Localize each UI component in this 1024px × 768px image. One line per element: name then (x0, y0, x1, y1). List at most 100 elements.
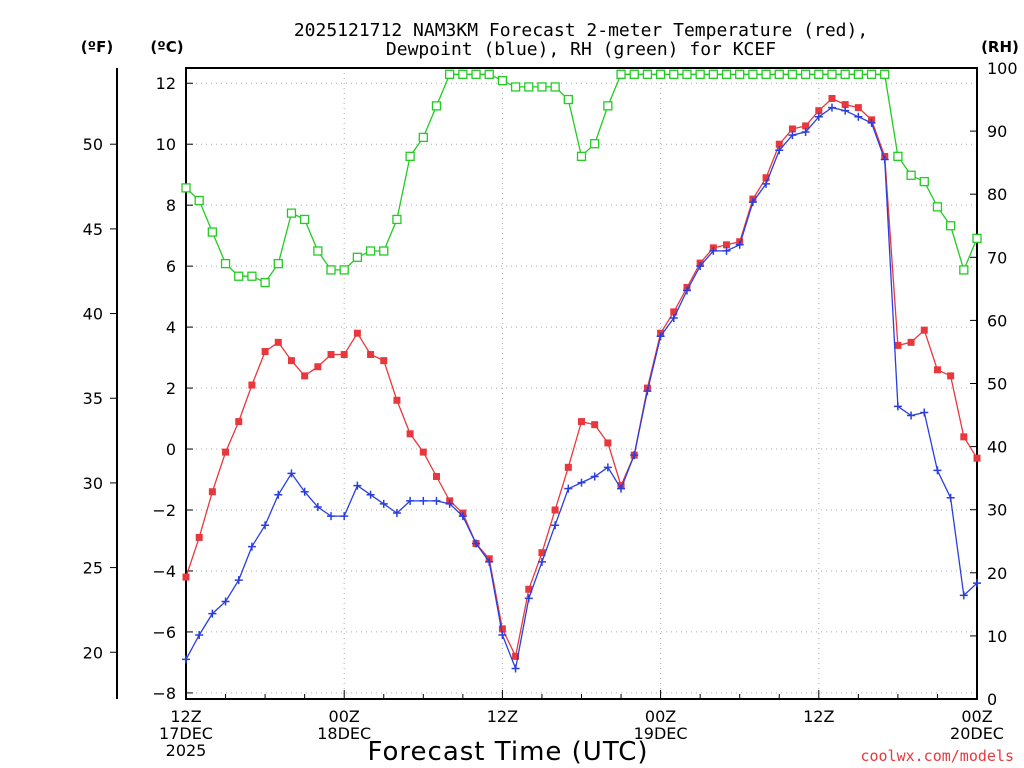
dewpoint-point-42 (735, 240, 744, 249)
dewpoint-point-1 (195, 630, 204, 639)
dewpoint-point-32 (603, 463, 612, 472)
time-tick-label-0-2: 17DEC (159, 724, 213, 743)
rh-point-39 (695, 69, 705, 79)
celsius-tick-label--4: −4 (152, 562, 176, 581)
rh-point-23 (484, 69, 494, 79)
temperature-point-47 (802, 122, 810, 130)
fahrenheit-tick-label-30: 30 (83, 474, 103, 493)
dewpoint-point-22 (472, 539, 481, 548)
rh-point-29 (563, 94, 573, 105)
fahrenheit-tick-label-45: 45 (83, 220, 103, 239)
temperature-point-54 (894, 341, 902, 349)
rh-point-3 (220, 258, 231, 269)
celsius-tick-label-4: 4 (166, 318, 176, 337)
rh-point-56 (919, 176, 929, 187)
dewpoint-point-35 (643, 387, 652, 396)
dewpoint-point-17 (406, 496, 415, 505)
rh-tick-label-0: 0 (987, 690, 997, 709)
rh-tick-label-50: 50 (987, 375, 1007, 394)
dewpoint-point-34 (630, 451, 639, 460)
rh-point-2 (207, 227, 218, 237)
time-tick-label-60-2: 20DEC (950, 724, 1004, 743)
fahrenheit-ticks: 20 25 30 35 40 45 50 (83, 135, 117, 662)
dewpoint-point-18 (419, 496, 428, 505)
rh-point-40 (708, 69, 718, 79)
dewpoint-point-4 (234, 576, 243, 585)
rh-point-59 (959, 265, 969, 275)
rh-point-18 (418, 132, 428, 143)
dewpoint-point-39 (696, 262, 705, 271)
rh-point-37 (669, 69, 679, 79)
rh-point-54 (893, 151, 903, 161)
temperature-point-50 (841, 101, 849, 109)
rh-point-48 (814, 69, 824, 79)
series-layer (181, 69, 982, 673)
dewpoint-point-25 (511, 664, 520, 673)
dewpoint-point-37 (669, 313, 678, 322)
dewpoint-point-55 (907, 411, 916, 420)
dewpoint-point-19 (432, 496, 441, 505)
celsius-unit-label: (ºC) (150, 38, 183, 56)
dewpoint-point-40 (709, 246, 718, 255)
dewpoint-point-28 (551, 521, 560, 530)
rh-point-16 (392, 214, 402, 225)
celsius-tick-label-8: 8 (166, 196, 176, 215)
rh-point-27 (537, 82, 547, 92)
dewpoint-point-26 (524, 594, 533, 603)
rh-point-41 (721, 69, 732, 79)
dewpoint-point-20 (445, 499, 454, 508)
temperature-point-7 (274, 338, 282, 346)
dewpoint-point-33 (617, 484, 626, 493)
dewpoint-point-60 (973, 579, 981, 588)
time-tick-label-60-1: 00Z (961, 707, 992, 726)
dewpoint-point-3 (221, 597, 230, 606)
rh-point-9 (299, 214, 310, 225)
dewpoint-point-6 (261, 521, 270, 530)
rh-tick-label-30: 30 (987, 501, 1007, 520)
temperature-point-17 (406, 430, 414, 438)
rh-tick-label-60: 60 (987, 311, 1007, 330)
fahrenheit-tick-label-35: 35 (83, 389, 103, 408)
rh-ticks: 0 10 20 30 40 50 60 70 80 90 100 (970, 59, 1018, 709)
fahrenheit-tick-label-25: 25 (83, 559, 103, 578)
temperature-point-28 (551, 506, 559, 514)
celsius-tick-label-2: 2 (166, 379, 176, 398)
dewpoint-point-11 (327, 512, 336, 521)
temperature-point-4 (235, 418, 243, 426)
fahrenheit-tick-label-20: 20 (83, 643, 103, 662)
temperature-point-51 (854, 104, 862, 112)
rh-point-32 (603, 101, 613, 111)
dewpoint-point-59 (959, 591, 968, 600)
rh-point-58 (945, 221, 956, 231)
chart-title-line1: 2025121712 NAM3KM Forecast 2-meter Tempe… (294, 20, 868, 41)
rh-unit-label: (RH) (981, 38, 1019, 56)
rh-point-11 (326, 265, 336, 275)
rh-point-46 (787, 69, 798, 79)
rh-point-21 (458, 69, 468, 79)
rh-point-19 (431, 101, 442, 111)
plot-frame (185, 67, 978, 700)
rh-point-51 (853, 69, 863, 79)
time-tick-label-36-1: 00Z (645, 707, 676, 726)
temperature-point-0 (182, 573, 190, 581)
temperature-point-60 (973, 454, 981, 462)
dewpoint-point-14 (366, 490, 375, 499)
dewpoint-point-47 (801, 128, 810, 137)
temperature-point-31 (591, 421, 599, 429)
temperature-point-16 (393, 396, 401, 404)
temperature-point-41 (723, 241, 731, 249)
time-tick-label-36-2: 19DEC (634, 724, 688, 743)
dewpoint-point-45 (775, 146, 784, 155)
series-temperature (182, 94, 981, 660)
temperature-point-8 (287, 357, 295, 365)
rh-tick-label-100: 100 (987, 59, 1018, 78)
time-tick-label-24-1: 12Z (487, 707, 518, 726)
rh-tick-label-70: 70 (987, 248, 1007, 267)
rh-tick-label-90: 90 (987, 122, 1007, 141)
x-axis-title: Forecast Time (UTC) (367, 737, 648, 767)
rh-point-52 (866, 69, 877, 79)
temperature-point-46 (788, 125, 796, 133)
temperature-point-24 (498, 625, 506, 633)
rh-point-4 (234, 271, 244, 281)
